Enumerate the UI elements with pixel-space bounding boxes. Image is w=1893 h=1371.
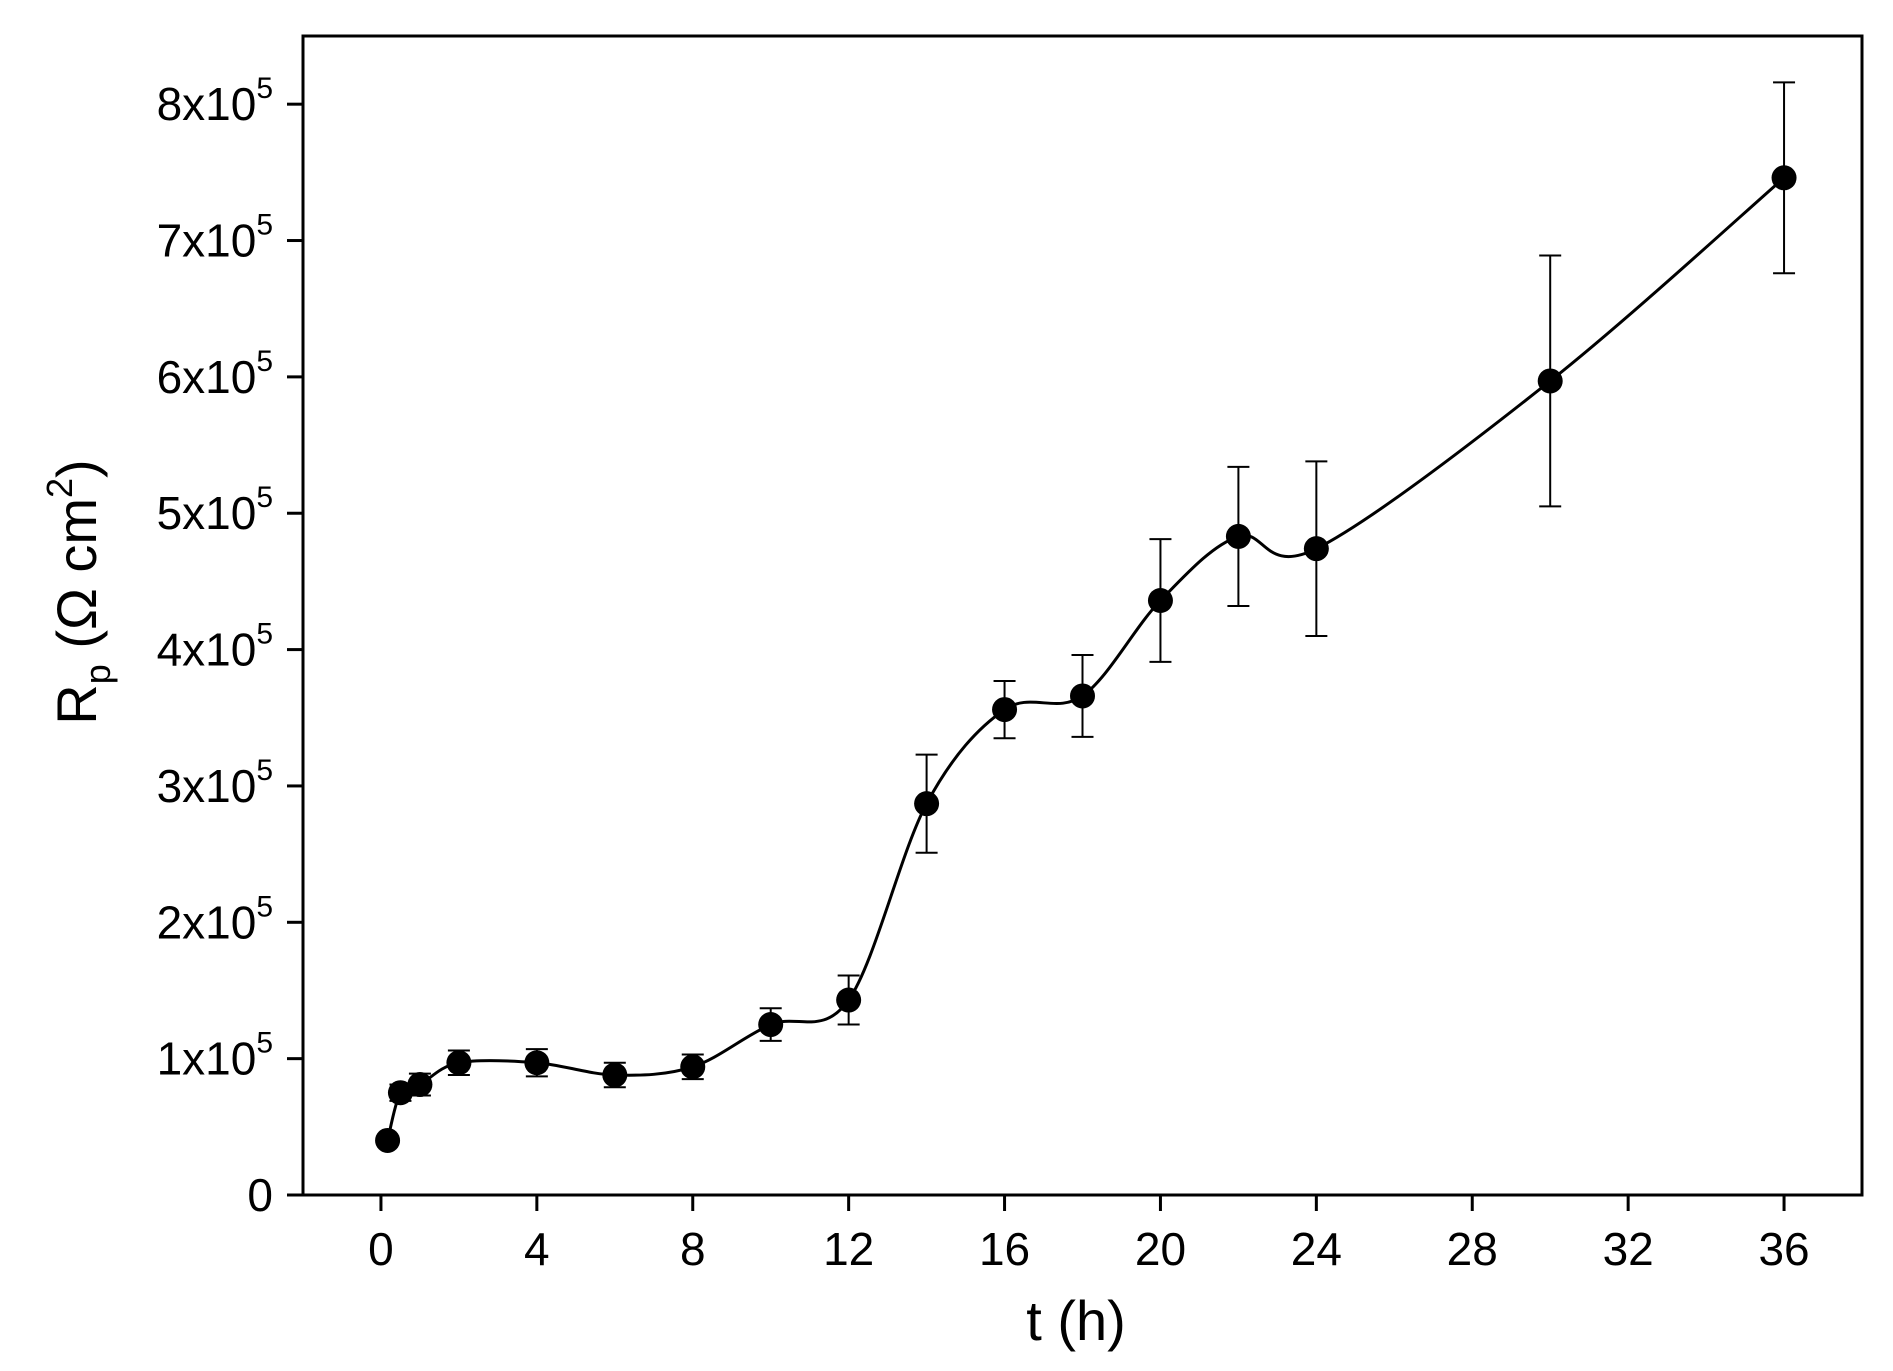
data-point <box>524 1050 550 1076</box>
y-axis-label-sub: p <box>77 664 118 684</box>
y-tick-label: 7x105 <box>157 209 273 267</box>
y-tick-label: 0 <box>247 1169 273 1221</box>
y-tick-label: 5x105 <box>157 481 273 539</box>
y-tick-label: 1x105 <box>157 1027 273 1085</box>
y-axis-label-unit: (Ω cm <box>45 498 108 664</box>
y-tick-label: 6x105 <box>157 345 273 403</box>
y-tick-label: 4x105 <box>157 618 273 676</box>
x-tick-label: 32 <box>1603 1223 1654 1275</box>
data-point <box>602 1062 628 1088</box>
data-point <box>914 791 940 817</box>
x-tick-label: 36 <box>1758 1223 1809 1275</box>
data-point <box>992 697 1018 723</box>
data-point <box>1537 368 1563 394</box>
x-axis-label: t (h) <box>1026 1289 1126 1352</box>
plot-frame <box>301 34 1864 1197</box>
y-axis-label-base: R <box>45 684 108 724</box>
x-tick-label: 0 <box>368 1223 394 1275</box>
y-axis-label: Rp (Ω cm2) <box>39 459 118 724</box>
data-point <box>1225 523 1251 549</box>
data-point <box>446 1050 472 1076</box>
data-point <box>1070 683 1095 709</box>
x-tick-label: 24 <box>1291 1223 1342 1275</box>
y-axis-label-sup: 2 <box>39 478 80 498</box>
y-tick-label: 3x105 <box>157 754 273 812</box>
x-tick-label: 4 <box>524 1223 550 1275</box>
x-tick-label: 20 <box>1135 1223 1186 1275</box>
x-tick-label: 12 <box>823 1223 874 1275</box>
data-point <box>1771 165 1797 191</box>
y-tick-label: 2x105 <box>157 890 273 948</box>
data-point <box>387 1080 413 1106</box>
data-point <box>758 1012 784 1038</box>
y-axis-label-close: ) <box>45 459 108 478</box>
x-tick-label: 16 <box>979 1223 1030 1275</box>
data-point <box>680 1054 706 1080</box>
data-point <box>1147 588 1173 614</box>
data-point <box>836 987 862 1013</box>
series-curve <box>386 176 1785 1141</box>
x-tick-label: 28 <box>1447 1223 1498 1275</box>
data-point <box>407 1072 433 1098</box>
y-tick-label: 8x105 <box>157 72 273 130</box>
x-tick-label: 8 <box>680 1223 706 1275</box>
data-point <box>1303 536 1329 562</box>
data-point <box>375 1127 401 1153</box>
